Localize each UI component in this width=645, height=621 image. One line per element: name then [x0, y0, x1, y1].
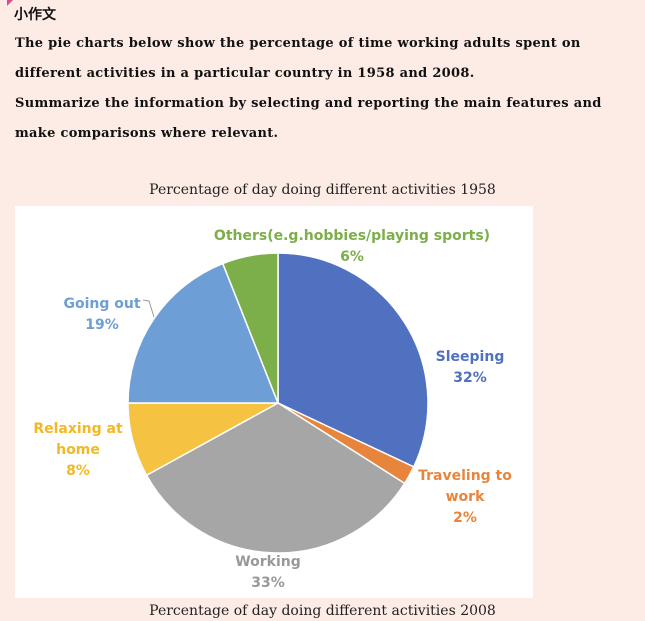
prompt-paragraph-1: The pie charts below show the percentage…	[15, 36, 581, 81]
slice-label-3: Relaxing at home 8%	[33, 421, 123, 479]
corner-marker	[7, 0, 13, 6]
page-heading: 小作文	[14, 7, 56, 23]
pie-slice-going-out	[127, 262, 280, 404]
slice-label-4: Going out 19%	[63, 296, 140, 333]
slice-label-0: Sleeping 32%	[436, 349, 505, 386]
slice-label-5: Others(e.g.hobbies/playing sports) 6%	[214, 228, 490, 265]
pie-chart-1958: Sleeping 32% Traveling to work 2% Working 33% R…	[15, 206, 533, 598]
pie-chart-svg: Sleeping 32% Traveling to work 2% Working 33% R…	[33, 228, 512, 591]
pie-slice-others-e-g-hobbies-playing-sports	[221, 252, 279, 404]
pie-slice-sleeping	[277, 252, 429, 468]
chart-title-1958: Percentage of day doing different activi…	[149, 182, 496, 198]
slice-label-2: Working 33%	[235, 554, 301, 591]
going-out-leader-line	[142, 299, 155, 318]
slice-label-1: Traveling to work 2%	[418, 468, 512, 526]
task-prompt: The pie charts below show the percentage…	[15, 29, 640, 149]
chart-title-2008: Percentage of day doing different activi…	[149, 603, 496, 619]
prompt-paragraph-2: Summarize the information by selecting a…	[15, 96, 602, 141]
